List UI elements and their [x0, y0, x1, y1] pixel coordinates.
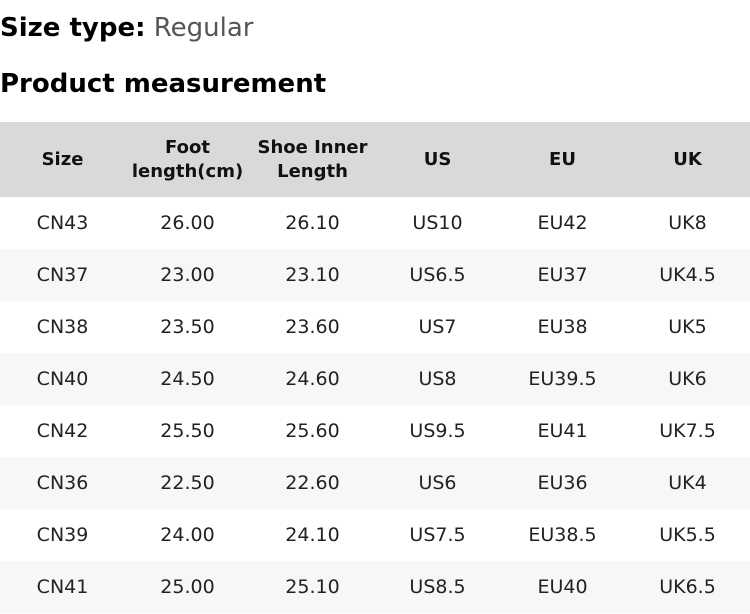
table-cell: EU41 — [537, 420, 588, 442]
table-cell: CN38 — [36, 316, 89, 338]
column-header: EU — [500, 122, 625, 197]
table-cell: UK4 — [625, 457, 750, 509]
table-cell: 24.00 — [160, 524, 215, 546]
table-row: CN36 22.50 22.60 US6 EU36 UK4 — [0, 457, 750, 509]
column-header: US — [375, 122, 500, 197]
table-cell: US7.5 — [409, 524, 466, 546]
table-row: CN39 24.00 24.10 US7.5 EU38.5 UK5.5 — [0, 509, 750, 561]
table-cell: US6 — [375, 457, 500, 509]
table-row: CN43 26.00 26.10 US10 EU42 UK8 — [0, 197, 750, 249]
table-cell: 26.10 — [285, 212, 340, 234]
column-header: UK — [625, 122, 750, 197]
column-header: Size — [0, 122, 125, 197]
table-cell: EU37 — [500, 249, 625, 301]
table-cell: UK5 — [668, 316, 707, 338]
table-cell: UK5.5 — [659, 524, 716, 546]
table-cell: 25.60 — [285, 420, 340, 442]
table-cell: CN36 — [0, 457, 125, 509]
table-cell: EU40 — [500, 561, 625, 613]
size-type: Size type: Regular — [0, 11, 253, 45]
table-cell: US8.5 — [375, 561, 500, 613]
table-cell: EU39.5 — [500, 353, 625, 405]
table-cell: EU42 — [537, 212, 588, 234]
table-cell: CN37 — [0, 249, 125, 301]
table-cell: EU38 — [537, 316, 588, 338]
table-cell: 23.10 — [250, 249, 375, 301]
column-header: Shoe Inner Length — [250, 122, 375, 197]
table-cell: 23.60 — [285, 316, 340, 338]
table-cell: 25.50 — [160, 420, 215, 442]
table-cell: 25.00 — [125, 561, 250, 613]
table-cell: CN41 — [0, 561, 125, 613]
table-row: CN40 24.50 24.60 US8 EU39.5 UK6 — [0, 353, 750, 405]
table-cell: CN40 — [0, 353, 125, 405]
size-table: Size Foot length(cm) Shoe Inner Length US EU… — [0, 122, 750, 613]
size-type-value: Regular — [153, 13, 254, 43]
table-cell: UK8 — [668, 212, 707, 234]
table-cell: UK6.5 — [625, 561, 750, 613]
table-row: CN37 23.00 23.10 US6.5 EU37 UK4.5 — [0, 249, 750, 301]
table-header-row: Size Foot length(cm) Shoe Inner Length US EU… — [0, 122, 750, 197]
table-cell: 23.50 — [160, 316, 215, 338]
table-cell: 22.50 — [125, 457, 250, 509]
table-cell: US8 — [375, 353, 500, 405]
size-type-label: Size type: — [0, 13, 146, 43]
table-cell: UK6 — [625, 353, 750, 405]
column-header: Foot length(cm) — [125, 122, 250, 197]
table-cell: US7 — [418, 316, 457, 338]
table-cell: CN43 — [36, 212, 89, 234]
table-row: CN42 25.50 25.60 US9.5 EU41 UK7.5 — [0, 405, 750, 457]
table-cell: 24.10 — [285, 524, 340, 546]
table-cell: EU38.5 — [528, 524, 597, 546]
table-cell: CN42 — [36, 420, 89, 442]
table-cell: 23.00 — [125, 249, 250, 301]
table-cell: 25.10 — [250, 561, 375, 613]
table-row: CN41 25.00 25.10 US8.5 EU40 UK6.5 — [0, 561, 750, 613]
table-cell: 22.60 — [250, 457, 375, 509]
table-cell: 24.60 — [250, 353, 375, 405]
table-row: CN38 23.50 23.60 US7 EU38 UK5 — [0, 301, 750, 353]
table-cell: 26.00 — [160, 212, 215, 234]
table-cell: CN39 — [36, 524, 89, 546]
table-cell: US9.5 — [409, 420, 466, 442]
table-cell: UK4.5 — [625, 249, 750, 301]
section-title: Product measurement — [0, 69, 327, 99]
table-cell: US10 — [412, 212, 463, 234]
table-cell: US6.5 — [375, 249, 500, 301]
table-cell: 24.50 — [125, 353, 250, 405]
table-cell: EU36 — [500, 457, 625, 509]
table-cell: UK7.5 — [659, 420, 716, 442]
